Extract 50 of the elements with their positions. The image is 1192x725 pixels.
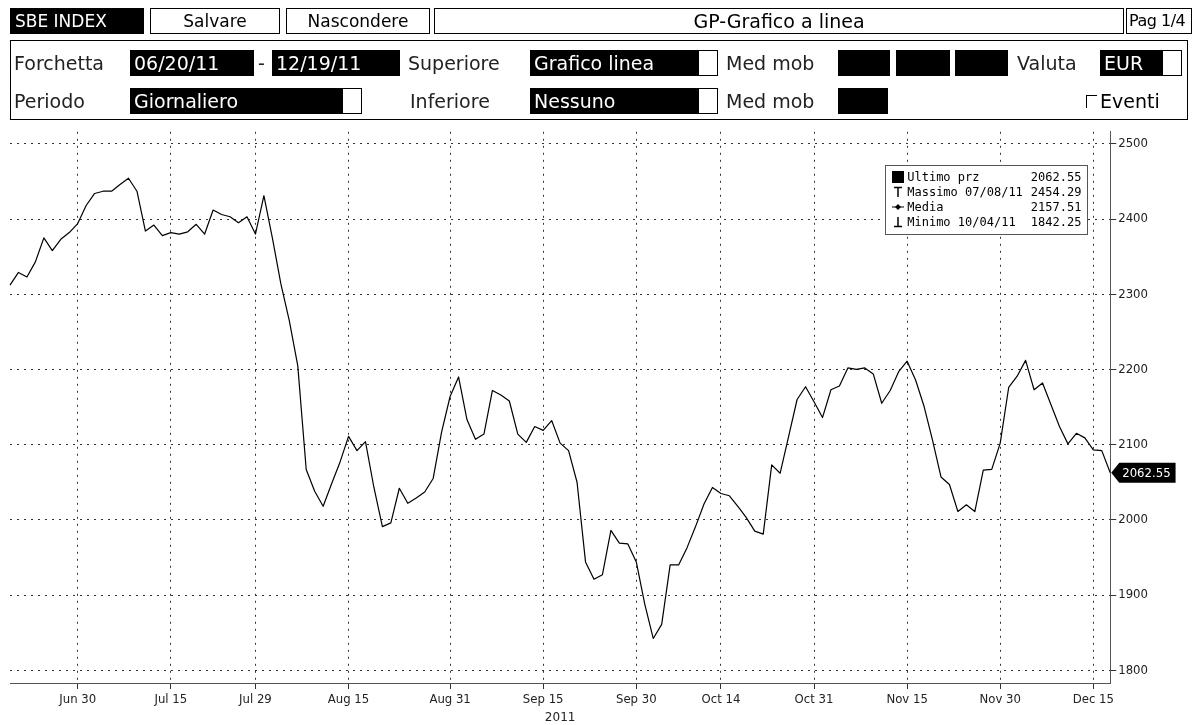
text: - xyxy=(258,51,265,76)
text: Periodo xyxy=(14,89,85,114)
y-tick-label: 2500 xyxy=(1118,135,1149,151)
annotation: 2454.29 xyxy=(1030,184,1082,200)
text: 2062.55 xyxy=(1122,465,1171,481)
x-tick-label: Sep 15 xyxy=(522,691,564,707)
text: 06/20/11 xyxy=(130,50,254,76)
annotation: Massimo 07/08/11 xyxy=(907,184,1023,200)
y-tick-label: 2300 xyxy=(1118,285,1149,301)
annotation: 2062.55 xyxy=(1030,169,1082,185)
text: EUR xyxy=(1100,50,1162,76)
y-tick-label: 2200 xyxy=(1118,360,1149,376)
y-tick-label: 2000 xyxy=(1118,511,1149,527)
text: Forchetta xyxy=(14,51,104,76)
text: Salvare xyxy=(150,8,280,34)
y-tick-label: 2100 xyxy=(1118,436,1149,451)
chart-title: GP-Grafico a linea xyxy=(434,8,1124,34)
x-tick-label: Nov 15 xyxy=(886,691,928,707)
y-tick-label: 2400 xyxy=(1118,210,1149,226)
x-tick-label: Jul 29 xyxy=(238,691,272,707)
annotation: Minimo 10/04/11 xyxy=(907,214,1017,230)
legend-label: Ultimo prz xyxy=(907,169,981,185)
text: SBE INDEX xyxy=(10,8,144,34)
x-axis-title: 2011 xyxy=(544,709,576,724)
x-tick-label: Nov 30 xyxy=(979,691,1021,707)
x-tick-label: Aug 31 xyxy=(429,691,471,707)
annotation: Media xyxy=(907,199,945,215)
x-tick-label: Jul 15 xyxy=(153,691,188,707)
y-tick-label: 1900 xyxy=(1118,586,1149,602)
text: Eventi xyxy=(1100,89,1160,114)
text: Nascondere xyxy=(286,8,430,34)
text: Giornaliero xyxy=(130,88,342,114)
x-tick-label: Sep 30 xyxy=(615,691,657,707)
text: Inferiore xyxy=(410,89,490,114)
text: Pag 1/4 xyxy=(1126,8,1192,34)
text: Grafico linea xyxy=(530,50,698,76)
x-tick-label: Aug 15 xyxy=(327,691,370,707)
annotation: 1842.25 xyxy=(1030,214,1082,230)
annotation: 2157.51 xyxy=(1030,199,1082,215)
x-tick-label: Jun 30 xyxy=(58,691,97,707)
text: 12/19/11 xyxy=(272,50,400,76)
text: Med mob xyxy=(726,51,815,76)
text: Nessuno xyxy=(530,88,698,114)
y-tick-label: 1800 xyxy=(1118,661,1149,677)
x-tick-label: Oct 14 xyxy=(701,691,741,707)
text: Superiore xyxy=(408,51,500,76)
text: Med mob xyxy=(726,89,815,114)
x-tick-label: Oct 31 xyxy=(794,691,834,707)
text: Valuta xyxy=(1017,51,1077,76)
x-tick-label: Dec 15 xyxy=(1072,691,1114,707)
